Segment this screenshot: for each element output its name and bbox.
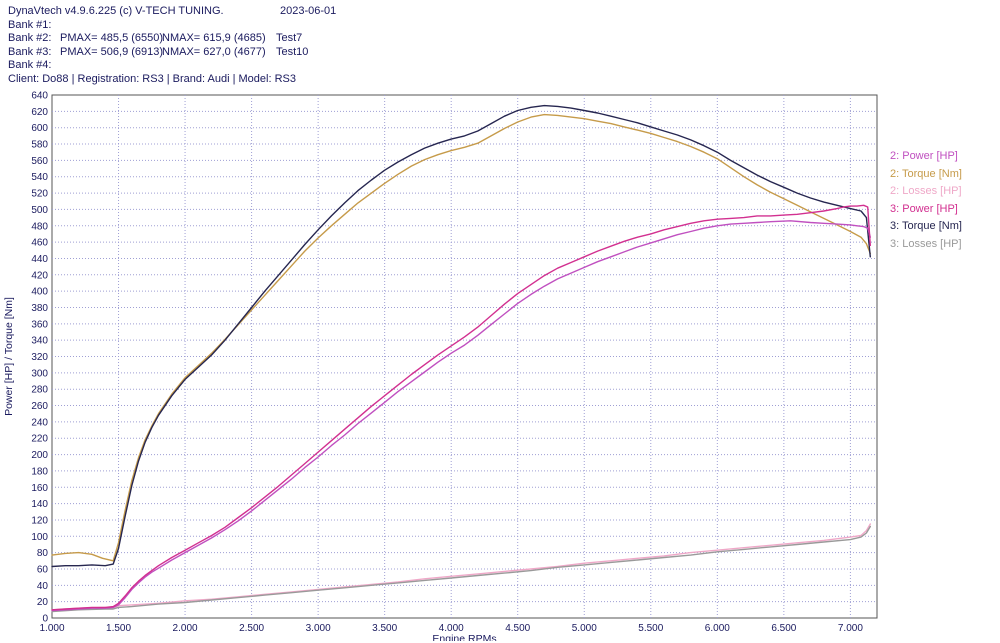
legend-item-losses-3: 3: Losses [HP]: [890, 237, 962, 250]
x-tick-label: 3.000: [306, 623, 331, 634]
legend-item-power-2: 2: Power [HP]: [890, 150, 958, 162]
app-title: DynaVtech v4.9.6.225 (c) V-TECH TUNING.: [8, 5, 224, 17]
series-line-power-2: [51, 220, 871, 612]
legend-item-torque-3: 3: Torque [Nm]: [890, 220, 962, 232]
series-line-torque-2: [51, 113, 871, 562]
bank-nmax: NMAX= 615,9 (4685): [162, 32, 266, 44]
client-row: Client: Do88 | Registration: RS3 | Brand…: [8, 73, 1000, 87]
series-line-losses-2: [51, 523, 871, 611]
y-tick-label: 540: [31, 172, 48, 183]
bank-nmax: NMAX= 627,0 (4677): [162, 45, 266, 58]
bank-label: Bank #2:: [8, 32, 52, 44]
bank-test: Test10: [276, 45, 309, 58]
x-tick-label: 2.000: [173, 623, 198, 634]
series-line-losses-3: [51, 525, 871, 613]
legend-item-losses-2: 2: Losses [HP]: [890, 185, 962, 197]
x-tick-label: 1.500: [106, 623, 131, 634]
y-tick-label: 20: [37, 597, 49, 608]
legend-item-power-3: 3: Power [HP]: [890, 202, 958, 215]
x-tick-label: 5.000: [572, 623, 597, 634]
y-axis-title: Power [HP] / Torque [Nm]: [3, 297, 15, 416]
y-tick-label: 400: [31, 287, 48, 298]
dyno-chart: 0 20 40 60 80 100 120 140 160 180 200 220 240 260 280 3…: [3, 91, 878, 643]
x-tick-label: 4.500: [505, 623, 530, 634]
y-tick-label: 160: [31, 483, 48, 494]
bank-label: Bank #3:: [8, 45, 52, 58]
y-tick-label: 340: [31, 336, 48, 347]
legend-item-torque-2: 2: Torque [Nm]: [890, 167, 962, 180]
y-tick-label: 240: [31, 417, 48, 428]
bank-label: Bank #1:: [8, 18, 52, 31]
y-tick-label: 220: [31, 434, 48, 445]
y-tick-label: 100: [31, 532, 48, 543]
session-date: 2023-06-01: [280, 5, 337, 17]
bank-test: Test7: [276, 32, 303, 44]
y-tick-label: 580: [31, 140, 48, 151]
x-tick-label: 7.000: [838, 623, 863, 634]
y-tick-label: 80: [37, 548, 49, 559]
y-tick-label: 0: [42, 614, 48, 625]
y-tick-label: 180: [31, 466, 48, 477]
y-tick-label: 600: [31, 123, 48, 134]
y-tick-label: 520: [31, 189, 48, 200]
x-tick-label: 3.500: [372, 623, 397, 634]
bank-row-1: Bank #1:: [8, 19, 1000, 33]
y-tick-label: 460: [31, 238, 48, 249]
y-tick-label: 320: [31, 352, 48, 363]
bank-pmax: PMAX= 506,9 (6913): [60, 45, 164, 58]
bank-pmax: PMAX= 485,5 (6550): [60, 32, 164, 44]
y-tick-label: 640: [31, 91, 48, 102]
x-tick-label: 5.500: [638, 623, 663, 634]
bank-row-3: Bank #3: PMAX= 506,9 (6913)NMAX= 627,0 (4…: [8, 46, 1000, 60]
x-tick-label: 4.000: [439, 623, 464, 634]
bank-label: Bank #4:: [8, 59, 52, 71]
y-tick-label: 200: [31, 450, 48, 461]
y-tick-label: 420: [31, 270, 48, 281]
x-tick-label: 1.000: [39, 623, 64, 634]
y-tick-label: 360: [31, 319, 48, 330]
y-tick-label: 440: [31, 254, 48, 265]
y-tick-label: 500: [31, 205, 48, 216]
x-tick-label: 2.500: [239, 623, 264, 634]
bank-row-2: Bank #2: PMAX= 485,5 (6550)NMAX= 615,9 (4…: [8, 32, 1000, 46]
bank-row-4: Bank #4:: [8, 59, 1000, 73]
title-row: DynaVtech v4.9.6.225 (c) V-TECH TUNING. 2…: [8, 5, 1000, 19]
x-axis-title: Engine RPMs: [432, 633, 496, 641]
y-tick-label: 480: [31, 221, 48, 232]
series-line-power-3: [51, 204, 871, 611]
y-tick-label: 140: [31, 499, 48, 510]
y-tick-label: 60: [37, 564, 49, 575]
y-tick-label: 300: [31, 368, 48, 379]
client-info: Client: Do88 | Registration: RS3 | Brand…: [8, 72, 296, 85]
y-tick-label: 620: [31, 107, 48, 118]
series-line-torque-3: [51, 104, 871, 568]
x-tick-label: 6.500: [771, 623, 796, 634]
x-tick-label: 6.000: [705, 623, 730, 634]
y-tick-label: 40: [37, 581, 49, 592]
y-tick-label: 380: [31, 303, 48, 314]
y-tick-label: 260: [31, 401, 48, 412]
y-tick-label: 560: [31, 156, 48, 167]
legend: 2: Power [HP] 2: Torque [Nm] 2: Losses [HP…: [890, 148, 998, 253]
y-tick-label: 120: [31, 515, 48, 526]
header: DynaVtech v4.9.6.225 (c) V-TECH TUNING. 2…: [0, 0, 1000, 86]
y-tick-label: 280: [31, 385, 48, 396]
